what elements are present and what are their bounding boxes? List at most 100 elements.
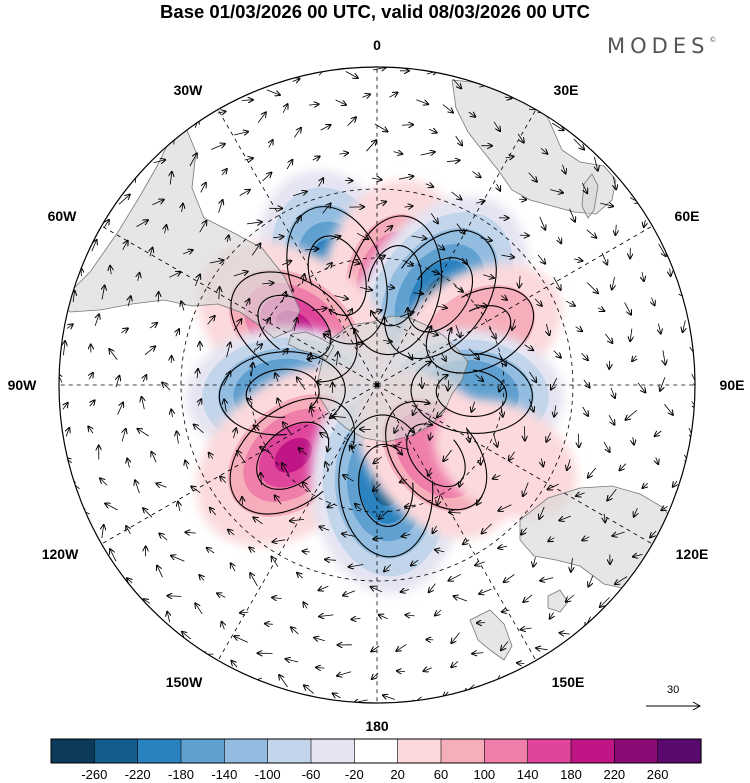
wind-vector [347, 117, 356, 126]
wind-vector [128, 296, 131, 307]
wind-vector [371, 587, 383, 593]
wind-vector [121, 328, 128, 332]
circulation-streamline [245, 368, 320, 418]
wind-vector [110, 266, 111, 275]
wind-vector [73, 291, 75, 303]
wind-vector [170, 172, 172, 185]
wind-vector [670, 268, 671, 277]
meridian-line [376, 67, 567, 385]
wind-vector [605, 333, 612, 343]
wind-vector [655, 430, 662, 436]
wind-vector [251, 363, 253, 377]
wind-vector [231, 661, 238, 668]
wind-vector [413, 404, 418, 415]
wind-vector [583, 379, 590, 388]
wind-vector [95, 314, 99, 326]
circulation-layer [218, 206, 535, 558]
wind-vector [333, 693, 341, 698]
lon-label-150w: 150W [165, 674, 203, 690]
colorbar-cell [354, 738, 399, 764]
wind-vector [275, 495, 282, 505]
wind-vector [475, 201, 485, 204]
wind-vector [493, 121, 500, 131]
wind-vector [437, 245, 445, 250]
wind-vector [210, 508, 217, 516]
wind-vector [558, 236, 561, 243]
wind-vector [282, 463, 290, 476]
wind-vector [472, 171, 480, 177]
logo-mark: © [709, 36, 717, 44]
circulation-neg-2 [361, 229, 497, 360]
wind-vector [105, 504, 118, 511]
wind-vector [319, 586, 329, 590]
circulation-streamline [394, 257, 474, 333]
wind-vector [117, 403, 123, 415]
wind-vector [150, 248, 153, 257]
wind-vector [505, 157, 514, 158]
wind-vector [576, 493, 585, 496]
wind-vector [661, 506, 668, 510]
wind-vector [334, 296, 348, 299]
wind-vector [449, 573, 462, 580]
wind-vector [437, 493, 440, 505]
wind-vector [586, 229, 596, 238]
colorbar-cell [527, 738, 572, 764]
wind-vector [405, 262, 413, 265]
wind-vector [483, 275, 494, 278]
wind-vector [600, 203, 613, 206]
wind-vector [454, 285, 463, 292]
wind-vector [504, 97, 512, 98]
wind-vector [384, 226, 393, 233]
wind-vector [152, 200, 163, 206]
wind-vector [266, 89, 280, 95]
wind-vector [337, 352, 338, 366]
wind-vector [524, 344, 534, 350]
wind-vector [651, 297, 654, 306]
wind-vector [138, 273, 140, 281]
colorbar-tick-label: -180 [167, 767, 195, 782]
wind-vector [292, 79, 300, 82]
wind-vector [177, 431, 179, 444]
wind-vector [176, 329, 179, 337]
wind-vector [89, 373, 93, 380]
wind-vector [582, 406, 588, 416]
wind-vector [453, 79, 461, 88]
meridian-line [377, 384, 695, 575]
wind-vector [275, 373, 278, 382]
wind-vector [658, 243, 666, 256]
wind-vector [319, 527, 330, 531]
colorbar-cell [180, 738, 225, 764]
wind-vector [126, 526, 130, 534]
wind-vector [597, 308, 604, 311]
wind-vector [253, 517, 263, 525]
wind-vector [171, 556, 185, 562]
wind-vector [493, 433, 497, 447]
wind-vector [343, 590, 356, 596]
wind-vector [143, 508, 153, 518]
wind-vector [239, 190, 250, 196]
colorbar-cell [657, 738, 702, 764]
wind-vector [189, 153, 197, 167]
wind-vector [373, 456, 382, 464]
wind-vector [144, 599, 151, 603]
wind-vector [573, 138, 584, 149]
wind-vector [118, 195, 130, 205]
polar-map [58, 66, 696, 704]
circulation-streamline [230, 271, 358, 405]
colorbar-tick-label: -220 [124, 767, 151, 782]
colorbar-tick-label: 100 [473, 767, 496, 782]
map-border [58, 66, 696, 704]
wind-vector [463, 540, 470, 545]
wind-vector [157, 566, 163, 578]
wind-vector [435, 609, 442, 616]
wind-vector [262, 173, 272, 182]
wind-vector [66, 324, 73, 328]
wind-vector [400, 479, 408, 482]
wind-vector [319, 615, 334, 617]
wind-vector [397, 671, 406, 672]
wind-vector [185, 461, 188, 470]
wind-vector [658, 323, 660, 334]
wind-vector [517, 133, 524, 143]
wind-vector [626, 409, 638, 420]
wind-vector [100, 478, 108, 486]
